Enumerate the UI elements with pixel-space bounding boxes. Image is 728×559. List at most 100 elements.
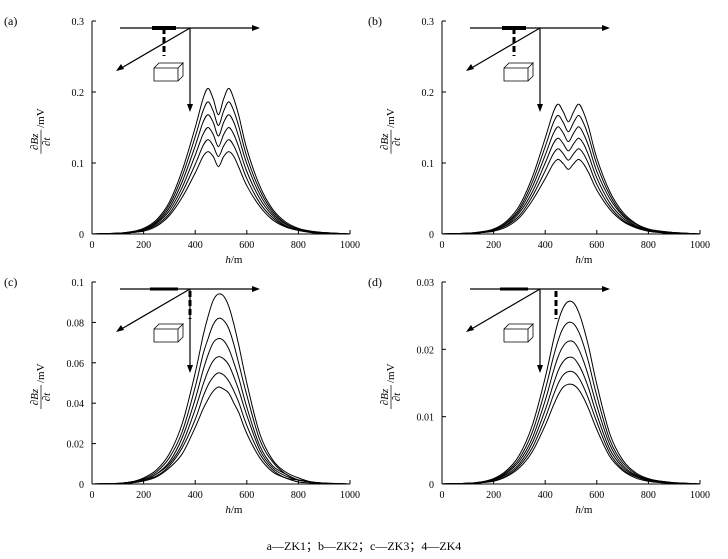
y-tick-label: 0.06 bbox=[67, 359, 85, 370]
series-line-6 bbox=[441, 383, 701, 485]
series-line-4 bbox=[441, 356, 701, 485]
x-axis-label-var: h bbox=[575, 504, 581, 516]
x-tick-label: 200 bbox=[136, 490, 151, 501]
x-tick-label: 200 bbox=[136, 240, 151, 251]
x-axis-label: h/m bbox=[575, 254, 593, 266]
y-tick-label: 0.1 bbox=[72, 278, 85, 289]
y-tick-label: 0 bbox=[429, 230, 434, 241]
y-arrow-head bbox=[116, 325, 124, 332]
y-axis-line bbox=[117, 288, 191, 332]
y-arrow-head bbox=[466, 64, 474, 71]
series-line-2 bbox=[441, 114, 701, 235]
x-tick-label: 200 bbox=[486, 240, 501, 251]
x-tick-label: 600 bbox=[589, 490, 604, 501]
y-label-numerator: ∂Bz bbox=[379, 388, 391, 405]
x-axis-label-var: h bbox=[225, 254, 231, 266]
x-axis-label-unit: /m bbox=[581, 254, 593, 266]
y-tick-label: 0.1 bbox=[422, 159, 435, 170]
x-tick-label: 400 bbox=[188, 240, 203, 251]
x-axis-label: h/m bbox=[575, 504, 593, 516]
x-tick-label: 400 bbox=[538, 240, 553, 251]
survey-arrow-head bbox=[602, 25, 610, 31]
x-tick-label: 0 bbox=[440, 240, 445, 251]
y-label-unit: /mV bbox=[385, 108, 397, 128]
x-tick-label: 600 bbox=[239, 240, 254, 251]
y-tick-label: 0.3 bbox=[72, 17, 85, 28]
series-line-1 bbox=[441, 103, 701, 235]
x-tick-label: 0 bbox=[440, 490, 445, 501]
x-tick-label: 1000 bbox=[690, 490, 710, 501]
x-tick-label: 800 bbox=[291, 240, 306, 251]
ore-body-box bbox=[153, 323, 184, 343]
y-axis-label: ∂Bz ∂t/mV bbox=[29, 108, 53, 154]
series-line-3 bbox=[441, 340, 701, 485]
x-axis-label-unit: /m bbox=[231, 254, 243, 266]
y-label-denominator: ∂t bbox=[391, 392, 403, 401]
series-line-3 bbox=[91, 338, 351, 485]
z-arrow-head bbox=[537, 365, 543, 373]
y-arrow-head bbox=[116, 64, 124, 71]
series-line-4 bbox=[91, 356, 351, 485]
y-axis-label: ∂Bz ∂t/mV bbox=[29, 363, 53, 410]
series-line-1 bbox=[441, 300, 701, 485]
x-axis-label: h/m bbox=[225, 254, 243, 266]
panel-d: (d) 0 200 400 600 800 1000 0 0.01 0.02 0.03 h/m ∂Bz ∂… bbox=[368, 275, 710, 516]
y-tick-label: 0 bbox=[79, 480, 84, 491]
y-tick-label: 0.01 bbox=[417, 413, 435, 424]
y-axis-label: ∂Bz ∂t/mV bbox=[379, 363, 403, 410]
y-label-denominator: ∂t bbox=[41, 137, 53, 146]
x-tick-label: 1000 bbox=[340, 240, 360, 251]
y-tick-label: 0.03 bbox=[417, 278, 435, 289]
y-tick-label: 0.04 bbox=[67, 399, 85, 410]
survey-arrow-head bbox=[252, 286, 260, 292]
series-line-1 bbox=[91, 293, 351, 485]
ore-body-box bbox=[503, 323, 534, 343]
y-label-numerator: ∂Bz bbox=[29, 133, 41, 150]
y-tick-label: 0.02 bbox=[417, 345, 435, 356]
x-axis-label-unit: /m bbox=[581, 504, 593, 516]
y-label-numerator: ∂Bz bbox=[29, 388, 41, 405]
y-label-unit: /mV bbox=[385, 363, 397, 383]
z-arrow-head bbox=[187, 365, 193, 373]
y-arrow-head bbox=[466, 325, 474, 332]
series-line-2 bbox=[91, 101, 351, 235]
ore-body-box bbox=[503, 62, 534, 82]
y-axis-label: ∂Bz ∂t/mV bbox=[379, 108, 403, 154]
y-label-denominator: ∂t bbox=[391, 137, 403, 146]
series-line-5 bbox=[91, 372, 351, 485]
x-axis-label: h/m bbox=[225, 504, 243, 516]
y-tick-label: 0.3 bbox=[422, 17, 435, 28]
x-tick-label: 600 bbox=[239, 490, 254, 501]
z-arrow-head bbox=[537, 104, 543, 112]
y-tick-label: 0.08 bbox=[67, 318, 85, 329]
series-line-5 bbox=[441, 148, 701, 235]
series-line-5 bbox=[91, 139, 351, 235]
series-line-5 bbox=[441, 370, 701, 485]
series-line-3 bbox=[91, 114, 351, 235]
y-label-unit: /mV bbox=[35, 108, 47, 128]
ore-body-box bbox=[153, 62, 184, 82]
panel-c: (c) 0 200 400 600 800 1000 0 0.02 0.04 0.06 0.08 0.1… bbox=[4, 275, 360, 516]
x-tick-label: 1000 bbox=[690, 240, 710, 251]
y-axis-line bbox=[117, 27, 191, 71]
series-line-4 bbox=[91, 126, 351, 235]
series-line-2 bbox=[441, 321, 701, 485]
x-tick-label: 0 bbox=[90, 490, 95, 501]
x-axis-label-var: h bbox=[575, 254, 581, 266]
panel-label: (c) bbox=[4, 275, 17, 289]
survey-arrow-head bbox=[602, 286, 610, 292]
series-line-3 bbox=[441, 126, 701, 235]
panel-label: (d) bbox=[368, 275, 382, 289]
y-axis-line bbox=[467, 288, 541, 332]
x-tick-label: 800 bbox=[291, 490, 306, 501]
x-tick-label: 0 bbox=[90, 240, 95, 251]
series-line-6 bbox=[91, 151, 351, 235]
x-tick-label: 600 bbox=[589, 240, 604, 251]
x-tick-label: 400 bbox=[188, 490, 203, 501]
x-tick-label: 800 bbox=[641, 490, 656, 501]
x-tick-label: 1000 bbox=[340, 490, 360, 501]
z-arrow-head bbox=[187, 104, 193, 112]
y-label-unit: /mV bbox=[35, 363, 47, 383]
panel-b: (b) 0 200 400 600 800 1000 0 0.1 0.2 0.3 h/m ∂Bz ∂t/m… bbox=[368, 14, 710, 266]
